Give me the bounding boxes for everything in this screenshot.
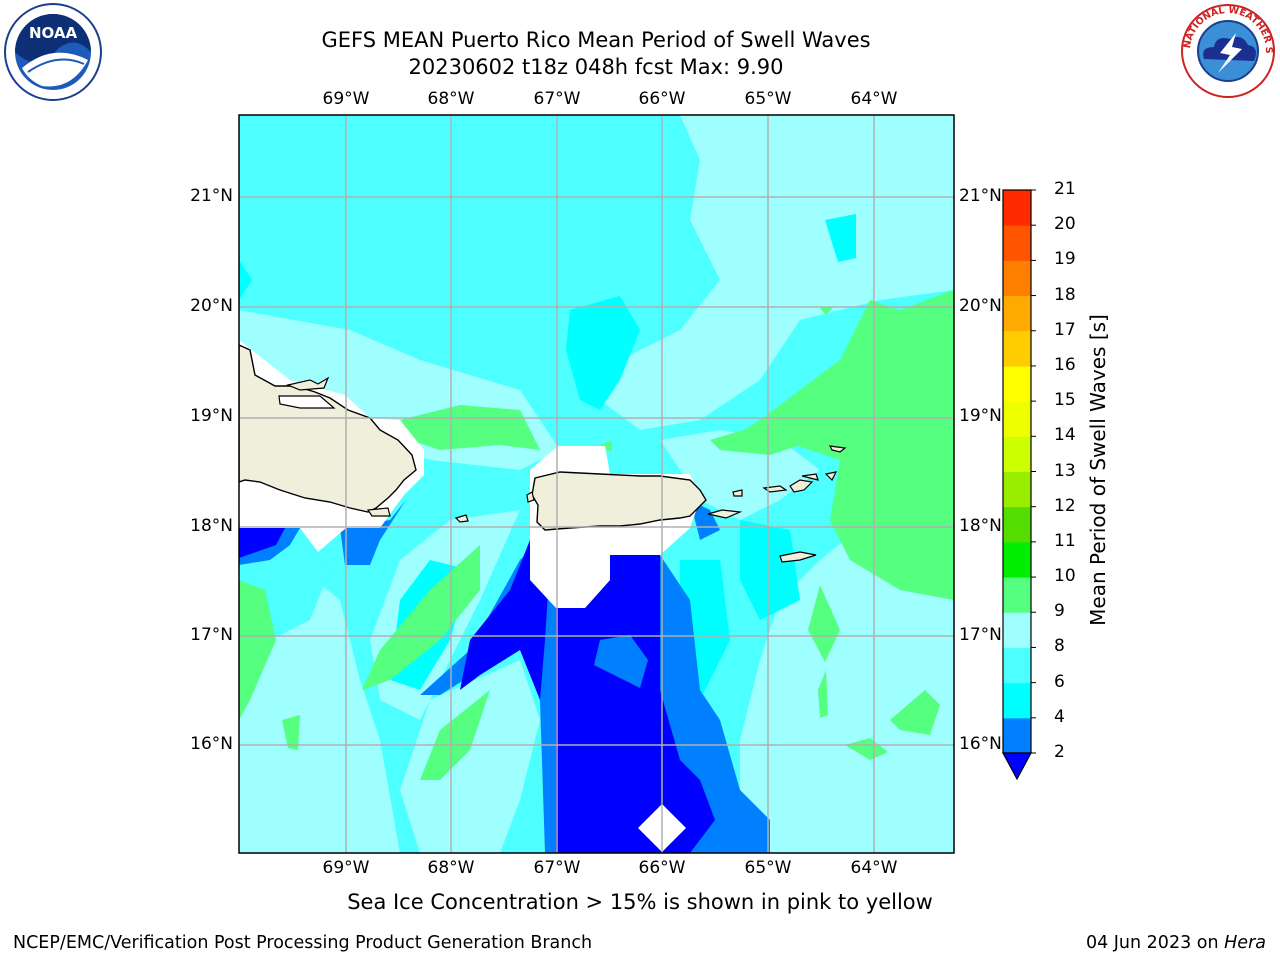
colorbar-tick-label: 2 (1054, 742, 1065, 762)
colorbar-swatch (1003, 717, 1031, 754)
colorbar-swatch (1003, 190, 1031, 226)
lon-label-top: 66°W (638, 89, 686, 109)
colorbar-swatch (1003, 612, 1031, 648)
lon-label-bottom: 68°W (427, 858, 475, 878)
colorbar-tick-label: 4 (1054, 706, 1065, 727)
colorbar-tick-label: 16 (1054, 354, 1076, 375)
colorbar-tick-label: 20 (1054, 214, 1076, 235)
colorbar-swatch (1003, 577, 1031, 613)
colorbar-tick-label: 14 (1054, 425, 1076, 446)
sea-ice-caption: Sea Ice Concentration > 15% is shown in … (347, 890, 933, 914)
lon-label-bottom: 69°W (322, 858, 370, 878)
colorbar-swatch (1003, 682, 1031, 719)
lon-label-top: 67°W (533, 89, 581, 109)
map-title: GEFS MEAN Puerto Rico Mean Period of Swe… (321, 28, 871, 52)
colorbar-swatches (1001, 189, 1036, 781)
lon-label-bottom: 66°W (638, 858, 686, 878)
noaa-logo-icon: NOAA (4, 3, 102, 101)
colorbar-tick-label: 10 (1054, 566, 1076, 587)
lat-label-left: 20°N (190, 296, 233, 316)
colorbar-tick-label: 8 (1054, 636, 1065, 657)
footer-date: 04 Jun 2023 on Hera (1086, 933, 1266, 953)
colorbar-extend-triangle (1001, 752, 1033, 781)
footer-host: Hera (1224, 933, 1266, 953)
colorbar-label: Mean Period of Swell Waves [s] (1086, 314, 1110, 626)
lat-label-right: 20°N (959, 296, 1002, 316)
lat-label-right: 21°N (959, 186, 1002, 206)
lon-label-top: 64°W (850, 89, 898, 109)
colorbar-swatch (1003, 225, 1031, 261)
colorbar-swatch (1003, 647, 1031, 684)
lon-label-bottom: 65°W (744, 858, 792, 878)
lon-label-bottom: 67°W (533, 858, 581, 878)
colorbar-swatch (1003, 541, 1031, 578)
colorbar-tick-label: 9 (1054, 601, 1065, 622)
colorbar-tick-label: 21 (1054, 179, 1076, 199)
footer-branch: NCEP/EMC/Verification Post Processing Pr… (13, 933, 593, 953)
footer-date-text: 04 Jun 2023 on (1085, 933, 1225, 953)
colorbar-swatch (1003, 506, 1031, 543)
lat-label-left: 18°N (190, 516, 233, 536)
lon-label-top: 68°W (427, 89, 475, 109)
lat-label-left: 21°N (190, 186, 233, 206)
colorbar-swatch (1003, 471, 1031, 508)
map-subtitle: 20230602 t18z 048h fcst Max: 9.90 (408, 55, 784, 79)
colorbar-swatch (1003, 436, 1031, 472)
colorbar-tick-label: 15 (1054, 390, 1076, 411)
noaa-logo-text: NOAA (29, 24, 78, 42)
lon-label-bottom: 64°W (850, 858, 898, 878)
lat-label-right: 16°N (959, 734, 1002, 754)
lat-label-right: 17°N (959, 625, 1002, 645)
colorbar-swatch (1003, 295, 1031, 332)
colorbar-tick-label: 19 (1054, 249, 1076, 270)
lon-label-top: 69°W (322, 89, 370, 109)
lon-label-top: 65°W (744, 89, 792, 109)
map-frame (238, 114, 955, 854)
colorbar-tick-label: 18 (1054, 284, 1076, 305)
map-gridlines (239, 115, 954, 853)
swell-contour-field (239, 115, 954, 853)
colorbar-tick-label: 12 (1054, 495, 1076, 516)
colorbar-tick-label: 17 (1054, 319, 1076, 340)
colorbar-tick-label: 6 (1054, 671, 1065, 692)
colorbar-swatch (1003, 260, 1031, 297)
colorbar-swatch (1003, 401, 1031, 437)
colorbar-tick-label: 11 (1054, 530, 1076, 551)
lat-label-left: 17°N (190, 625, 233, 645)
lat-label-right: 18°N (959, 516, 1002, 536)
colorbar-swatch (1003, 365, 1031, 402)
colorbar-tick-label: 13 (1054, 460, 1076, 481)
nws-logo-icon: NATIONAL WEATHER SERVICE (1178, 3, 1275, 98)
lat-label-right: 19°N (959, 406, 1002, 426)
lat-label-left: 16°N (190, 734, 233, 754)
colorbar-swatch (1003, 330, 1031, 367)
lat-label-left: 19°N (190, 406, 233, 426)
